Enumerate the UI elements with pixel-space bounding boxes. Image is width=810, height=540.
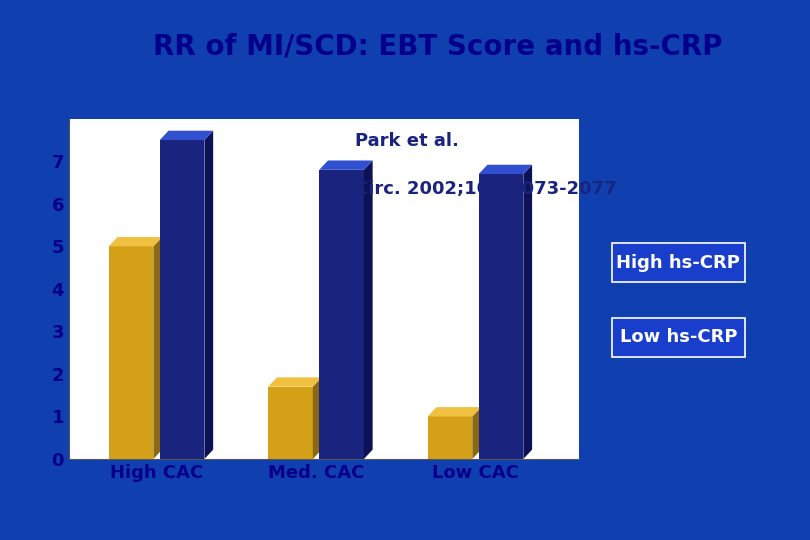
Text: Low hs-CRP: Low hs-CRP [620,328,737,347]
Polygon shape [109,237,162,246]
Polygon shape [313,377,322,459]
Polygon shape [479,165,532,174]
Bar [109,246,153,459]
Text: High hs-CRP: High hs-CRP [616,254,740,272]
Text: RR of MI/SCD: EBT Score and hs-CRP: RR of MI/SCD: EBT Score and hs-CRP [152,32,723,60]
Bar [268,387,313,459]
Text: Park et al.: Park et al. [355,132,458,151]
Bar [428,416,472,459]
Polygon shape [319,160,373,170]
Polygon shape [523,165,532,459]
Polygon shape [160,131,213,140]
Polygon shape [204,131,213,459]
Bar [479,174,523,459]
Text: Circ. 2002;106-2073-2077: Circ. 2002;106-2073-2077 [355,180,616,198]
Polygon shape [428,407,481,416]
Bar [160,140,204,459]
Polygon shape [472,407,481,459]
Polygon shape [268,377,322,387]
Polygon shape [153,237,162,459]
Bar [319,170,364,459]
Polygon shape [364,160,373,459]
